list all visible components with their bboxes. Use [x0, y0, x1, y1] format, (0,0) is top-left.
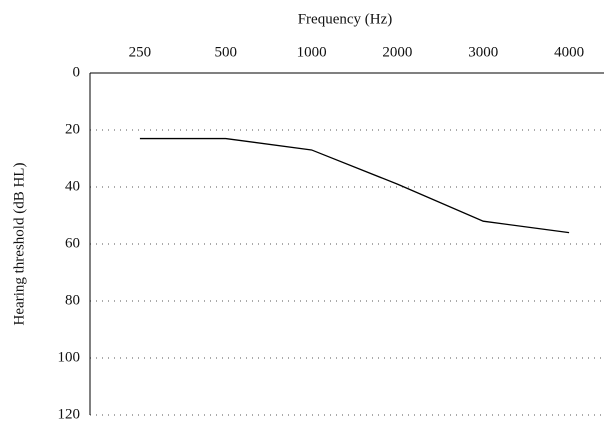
x-tick-label: 3000 — [468, 44, 498, 60]
y-tick-label: 20 — [65, 121, 80, 137]
y-axis-label: Hearing threshold (dB HL) — [11, 163, 27, 326]
y-tick-label: 0 — [73, 64, 81, 80]
x-tick-label: 500 — [215, 44, 238, 60]
data-line — [139, 137, 570, 234]
y-tick-label: 60 — [65, 235, 80, 251]
y-tick-label: 80 — [65, 292, 80, 308]
x-tick-label: 4000 — [554, 44, 584, 60]
chart-title: Frequency (Hz) — [298, 11, 393, 27]
y-tick-label: 40 — [65, 178, 80, 194]
x-tick-label: 1000 — [297, 44, 327, 60]
y-tick-label: 120 — [58, 406, 81, 422]
x-tick-label: 2000 — [382, 44, 412, 60]
x-tick-label: 250 — [129, 44, 152, 60]
y-tick-label: 100 — [58, 349, 81, 365]
